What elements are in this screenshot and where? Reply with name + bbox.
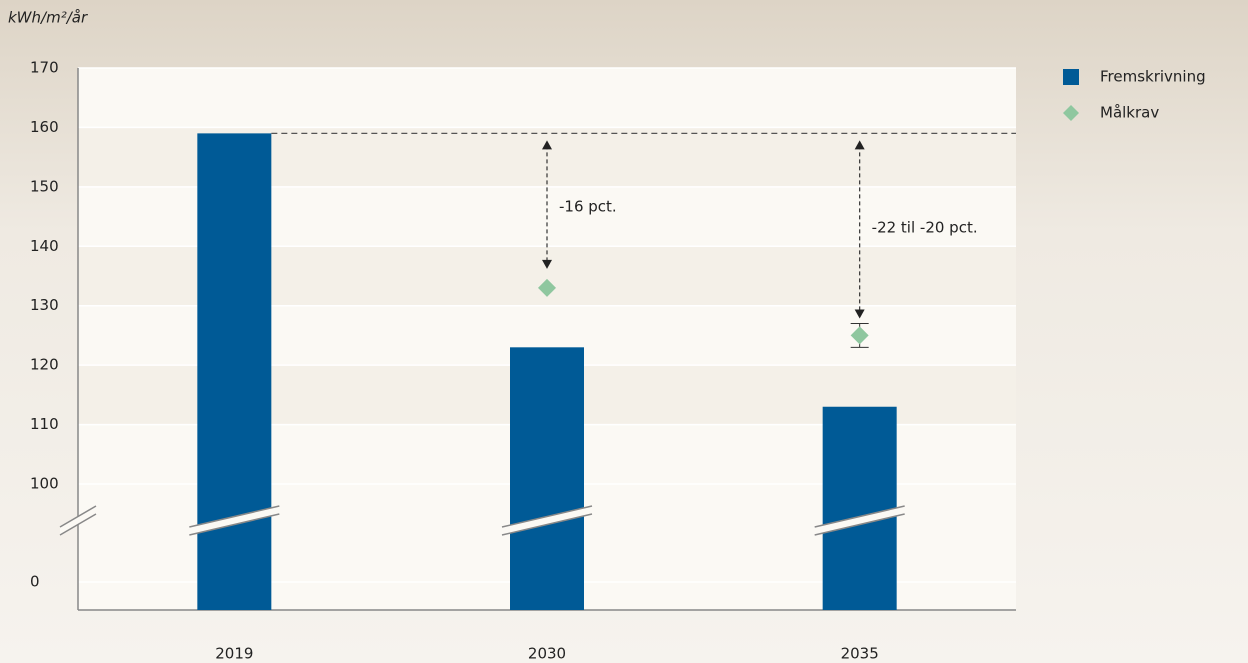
axis-break [501,505,593,528]
y-tick-label: 110 [30,415,59,433]
axis-break [814,505,905,528]
axis-break [59,505,97,528]
legend-label: Målkrav [1100,104,1159,122]
x-tick-label: 2019 [215,645,253,663]
axis-break [60,506,96,535]
y-tick-label: 100 [30,475,59,493]
bar [510,347,584,610]
y-axis-label: kWh/m²/år [8,9,88,27]
marker [538,278,556,297]
y-tick-label: 170 [30,59,59,77]
arrowhead [854,140,865,150]
axis-break [189,505,280,528]
annotation: -22 til -20 pct. [872,219,978,237]
y-tick-label: 140 [30,237,59,255]
x-tick-label: 2030 [528,645,566,663]
axis-break [189,506,280,535]
annotation: -16 pct. [559,198,617,216]
legend-swatch [1063,105,1079,121]
bar [197,133,272,610]
y-tick-label: 130 [30,296,59,314]
axis-break [814,506,905,535]
x-tick-label: 2035 [841,645,879,663]
legend-swatch [1063,69,1079,85]
bar [822,406,897,610]
marker [850,326,869,345]
axis-break [189,513,280,536]
axis-break [814,513,905,536]
y-tick-label: 160 [30,118,59,136]
axis-break [501,513,593,536]
axis-break [502,506,592,535]
y-tick-label: 150 [30,177,59,195]
arrowhead [854,309,865,319]
y-tick-label: 0 [30,573,40,591]
legend-label: Fremskrivning [1100,68,1206,86]
axis-break [59,513,97,536]
arrowhead [542,140,552,150]
y-tick-label: 120 [30,356,59,374]
arrowhead [542,259,552,269]
